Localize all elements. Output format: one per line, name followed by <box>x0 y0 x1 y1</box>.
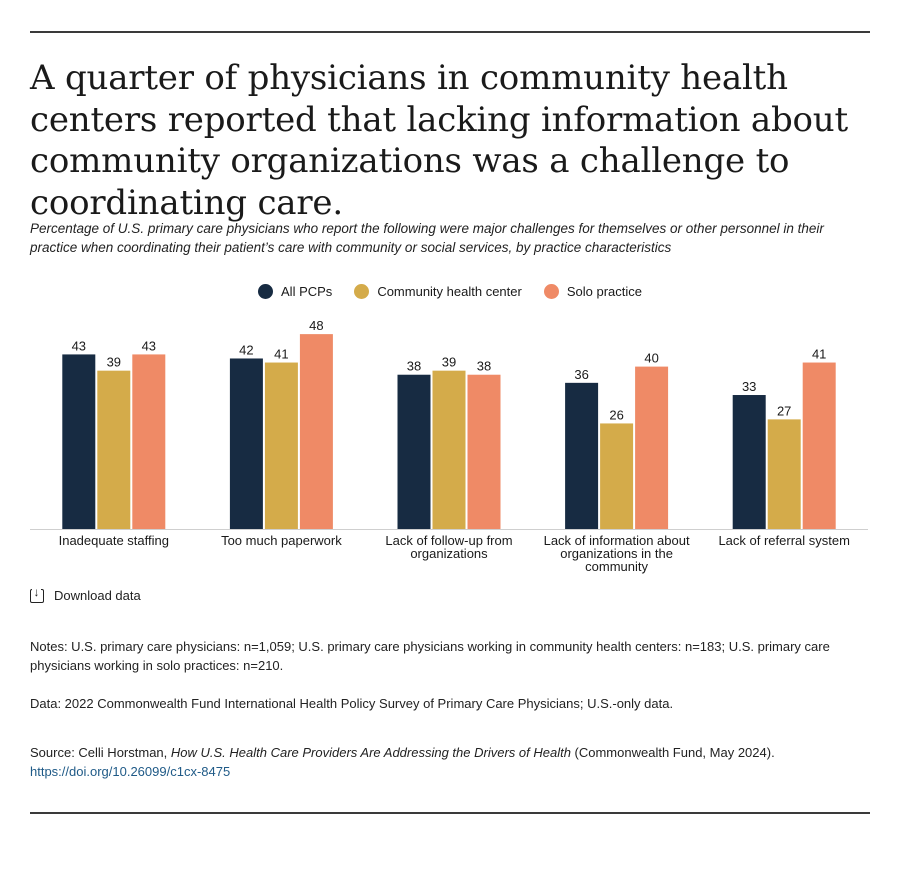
notes-text: Notes: U.S. primary care physicians: n=1… <box>30 639 830 673</box>
chart-title: A quarter of physicians in community hea… <box>30 58 848 223</box>
legend-swatch <box>543 284 559 299</box>
x-tick-label: organizations <box>410 546 488 561</box>
data-label: 48 <box>309 318 323 333</box>
source-report-title: How U.S. Health Care Providers Are Addre… <box>170 745 571 760</box>
data-label: 39 <box>107 355 121 370</box>
data-label: 43 <box>72 338 86 353</box>
source-prefix: Source: Celli Horstman, <box>30 745 171 760</box>
bar[interactable] <box>635 366 669 529</box>
data-label: 36 <box>574 367 588 382</box>
bar[interactable] <box>397 374 431 529</box>
download-data-label: Download data <box>54 588 141 603</box>
x-tick-label: organizations in the <box>560 546 673 561</box>
download-icon <box>30 584 44 603</box>
x-tick-label: Inadequate staffing <box>59 533 169 548</box>
bar[interactable] <box>732 395 766 529</box>
x-tick-label: Too much paperwork <box>221 533 342 548</box>
legend-item-community-health-center: Community health center <box>354 284 522 299</box>
legend-item-all-pcps: All PCPs <box>258 284 332 299</box>
data-label: 27 <box>777 403 791 418</box>
data-label: 40 <box>644 351 658 366</box>
legend-swatch <box>258 284 274 299</box>
bar[interactable] <box>600 423 634 529</box>
bar[interactable] <box>229 358 263 529</box>
bar[interactable] <box>264 362 298 529</box>
bar[interactable] <box>802 362 836 529</box>
x-tick-label: community <box>585 559 648 574</box>
bar[interactable] <box>132 354 166 529</box>
legend-item-solo-practice: Solo practice <box>543 284 642 299</box>
x-tick-label: Lack of follow-up from <box>385 533 512 548</box>
bar-chart: 43 39 43 Inadequate staffing 42 41 48 Too much … <box>30 318 868 574</box>
data-label: 41 <box>812 347 826 362</box>
download-data-button[interactable]: Download data <box>30 584 141 603</box>
data-source-text: Data: 2022 Commonwealth Fund Internation… <box>30 696 674 711</box>
legend: All PCPs Community health center Solo pr… <box>0 284 900 299</box>
data-label: 38 <box>477 359 491 374</box>
bar[interactable] <box>97 370 131 529</box>
source-doi-link[interactable]: https://doi.org/10.26099/c1cx-8475 <box>30 764 231 779</box>
data-label: 43 <box>142 338 156 353</box>
legend-swatch <box>354 284 370 299</box>
data-label: 26 <box>609 407 623 422</box>
legend-label: All PCPs <box>281 284 333 299</box>
x-tick-label: Lack of referral system <box>718 533 850 548</box>
x-tick-label: Lack of information about <box>544 533 690 548</box>
data-label: 41 <box>274 347 288 362</box>
data-label: 38 <box>407 359 421 374</box>
source-text: Source: Celli Horstman, How U.S. Health … <box>30 743 860 781</box>
bar[interactable] <box>565 382 599 529</box>
bottom-rule <box>30 812 870 814</box>
bar[interactable] <box>432 370 466 529</box>
top-rule <box>30 31 870 33</box>
bar[interactable] <box>467 374 501 529</box>
legend-label: Community health center <box>377 284 522 299</box>
data-label: 33 <box>742 379 756 394</box>
bar[interactable] <box>767 419 801 529</box>
chart-subtitle: Percentage of U.S. primary care physicia… <box>30 221 824 255</box>
bar[interactable] <box>299 334 333 529</box>
data-label: 39 <box>442 355 456 370</box>
data-label: 42 <box>239 342 253 357</box>
source-suffix: (Commonwealth Fund, May 2024). <box>570 745 775 760</box>
legend-label: Solo practice <box>566 284 642 299</box>
bar[interactable] <box>62 354 96 529</box>
